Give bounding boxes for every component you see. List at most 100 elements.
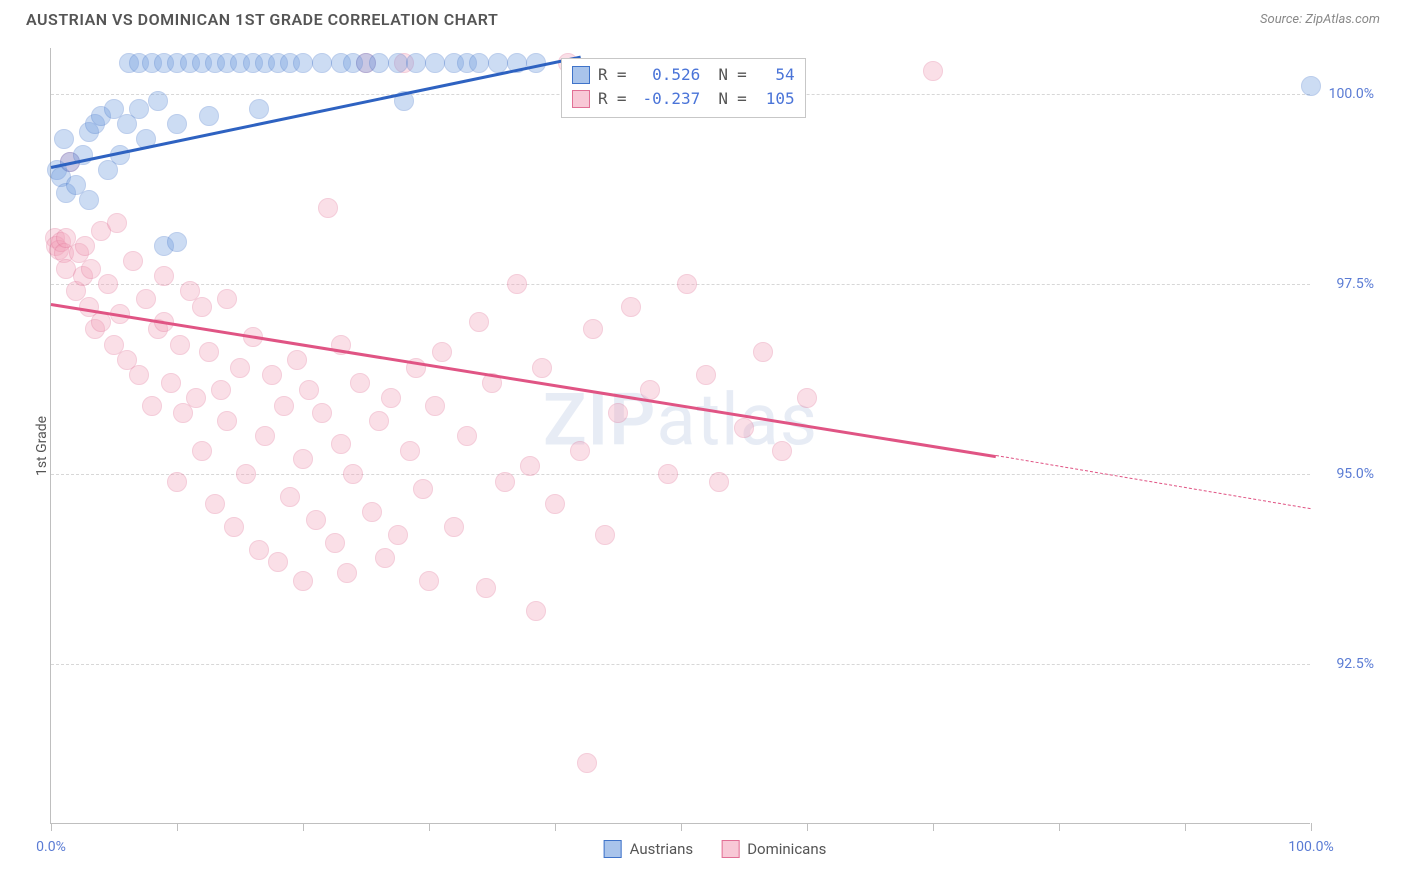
data-point-dominicans bbox=[923, 61, 943, 81]
data-point-dominicans bbox=[696, 365, 716, 385]
legend-swatch-austrians bbox=[604, 840, 622, 858]
data-point-dominicans bbox=[192, 441, 212, 461]
data-point-dominicans bbox=[388, 525, 408, 545]
data-point-dominicans bbox=[142, 396, 162, 416]
data-point-austrians bbox=[406, 53, 426, 73]
data-point-dominicans bbox=[658, 464, 678, 484]
data-point-dominicans bbox=[797, 388, 817, 408]
stats-swatch bbox=[572, 66, 590, 84]
data-point-dominicans bbox=[577, 753, 597, 773]
data-point-dominicans bbox=[274, 396, 294, 416]
data-point-dominicans bbox=[205, 494, 225, 514]
data-point-dominicans bbox=[123, 251, 143, 271]
plot-container: ZIPatlas 92.5%95.0%97.5%100.0%0.0%100.0%… bbox=[50, 48, 1380, 824]
data-point-dominicans bbox=[331, 434, 351, 454]
data-point-dominicans bbox=[476, 578, 496, 598]
legend-label-dominicans: Dominicans bbox=[747, 840, 826, 858]
data-point-dominicans bbox=[230, 358, 250, 378]
data-point-dominicans bbox=[545, 494, 565, 514]
stats-r-label: R = bbox=[598, 87, 626, 111]
y-tick-label: 97.5% bbox=[1316, 276, 1374, 292]
trend-line bbox=[996, 455, 1311, 509]
data-point-dominicans bbox=[432, 342, 452, 362]
data-point-dominicans bbox=[98, 274, 118, 294]
legend-item-dominicans: Dominicans bbox=[721, 840, 826, 858]
data-point-dominicans bbox=[469, 312, 489, 332]
data-point-dominicans bbox=[199, 342, 219, 362]
data-point-dominicans bbox=[583, 319, 603, 339]
data-point-dominicans bbox=[81, 259, 101, 279]
data-point-austrians bbox=[369, 53, 389, 73]
stats-r-value: 0.526 bbox=[634, 63, 700, 87]
data-point-dominicans bbox=[287, 350, 307, 370]
data-point-austrians bbox=[148, 91, 168, 111]
data-point-dominicans bbox=[312, 403, 332, 423]
x-tick bbox=[1185, 823, 1186, 831]
data-point-dominicans bbox=[217, 289, 237, 309]
data-point-dominicans bbox=[595, 525, 615, 545]
data-point-dominicans bbox=[369, 411, 389, 431]
data-point-dominicans bbox=[375, 548, 395, 568]
x-tick bbox=[429, 823, 430, 831]
data-point-dominicans bbox=[107, 213, 127, 233]
data-point-dominicans bbox=[249, 540, 269, 560]
data-point-dominicans bbox=[170, 335, 190, 355]
data-point-dominicans bbox=[161, 373, 181, 393]
x-tick bbox=[1311, 823, 1312, 831]
chart-title: AUSTRIAN VS DOMINICAN 1ST GRADE CORRELAT… bbox=[26, 10, 498, 29]
data-point-dominicans bbox=[325, 533, 345, 553]
data-point-dominicans bbox=[495, 472, 515, 492]
data-point-dominicans bbox=[419, 571, 439, 591]
data-point-austrians bbox=[199, 106, 219, 126]
data-point-dominicans bbox=[217, 411, 237, 431]
data-point-dominicans bbox=[293, 571, 313, 591]
stats-box: R =0.526N =54R =-0.237N =105 bbox=[561, 58, 806, 118]
stats-row: R =0.526N =54 bbox=[572, 63, 795, 87]
data-point-dominicans bbox=[211, 380, 231, 400]
data-point-dominicans bbox=[444, 517, 464, 537]
plot-area: ZIPatlas 92.5%95.0%97.5%100.0%0.0%100.0%… bbox=[50, 48, 1310, 824]
chart-header: AUSTRIAN VS DOMINICAN 1ST GRADE CORRELAT… bbox=[0, 0, 1406, 35]
data-point-austrians bbox=[249, 99, 269, 119]
stats-swatch bbox=[572, 90, 590, 108]
data-point-dominicans bbox=[255, 426, 275, 446]
x-tick bbox=[303, 823, 304, 831]
data-point-dominicans bbox=[192, 297, 212, 317]
stats-n-value: 105 bbox=[755, 87, 795, 111]
stats-n-label: N = bbox=[718, 63, 746, 87]
x-tick bbox=[555, 823, 556, 831]
data-point-austrians bbox=[167, 114, 187, 134]
data-point-dominicans bbox=[268, 552, 288, 572]
data-point-dominicans bbox=[262, 365, 282, 385]
data-point-dominicans bbox=[753, 342, 773, 362]
data-point-dominicans bbox=[400, 441, 420, 461]
source-attribution: Source: ZipAtlas.com bbox=[1260, 12, 1380, 27]
data-point-austrians bbox=[129, 99, 149, 119]
data-point-dominicans bbox=[136, 289, 156, 309]
data-point-dominicans bbox=[413, 479, 433, 499]
stats-n-value: 54 bbox=[755, 63, 795, 87]
data-point-dominicans bbox=[425, 396, 445, 416]
legend-item-austrians: Austrians bbox=[604, 840, 694, 858]
data-point-dominicans bbox=[621, 297, 641, 317]
data-point-dominicans bbox=[677, 274, 697, 294]
data-point-austrians bbox=[425, 53, 445, 73]
data-point-dominicans bbox=[362, 502, 382, 522]
x-tick-label: 100.0% bbox=[1288, 839, 1333, 855]
data-point-dominicans bbox=[167, 472, 187, 492]
data-point-dominicans bbox=[526, 601, 546, 621]
data-point-dominicans bbox=[293, 449, 313, 469]
bottom-legend: Austrians Dominicans bbox=[604, 840, 827, 858]
gridline bbox=[51, 664, 1310, 665]
data-point-dominicans bbox=[507, 274, 527, 294]
data-point-dominicans bbox=[299, 380, 319, 400]
data-point-dominicans bbox=[75, 236, 95, 256]
y-tick-label: 100.0% bbox=[1316, 86, 1374, 102]
y-tick-label: 95.0% bbox=[1316, 466, 1374, 482]
data-point-dominicans bbox=[280, 487, 300, 507]
data-point-dominicans bbox=[154, 266, 174, 286]
data-point-dominicans bbox=[186, 388, 206, 408]
x-tick bbox=[807, 823, 808, 831]
data-point-dominicans bbox=[570, 441, 590, 461]
data-point-dominicans bbox=[457, 426, 477, 446]
